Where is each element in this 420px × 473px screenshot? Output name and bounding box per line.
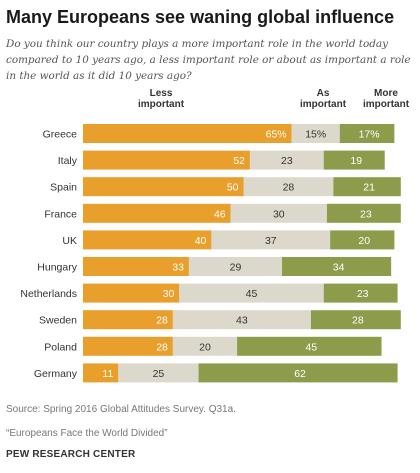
bar-segment <box>83 150 250 170</box>
data-label: 30 <box>163 288 175 300</box>
bar-segment <box>230 203 327 223</box>
bar-segment <box>179 283 324 303</box>
chart-title: Many Europeans see waning global influen… <box>6 7 395 27</box>
bar-segment <box>83 310 173 330</box>
bar-segment <box>249 150 324 170</box>
bar-segment <box>83 283 180 303</box>
data-label: 37 <box>265 235 277 247</box>
bar-segment <box>282 257 392 276</box>
bar-segment <box>243 177 334 197</box>
bar-segment <box>333 177 401 197</box>
bar-segment <box>323 150 385 170</box>
data-label: 62 <box>294 368 306 380</box>
category-label: Greece <box>43 129 78 141</box>
bar-segment <box>211 230 331 250</box>
bar-segment <box>310 310 401 330</box>
bar-segment <box>83 257 189 276</box>
bar-segment <box>83 336 173 356</box>
bar-segment <box>83 124 292 143</box>
chart-subtitle: Do you think our country plays a more im… <box>6 38 411 82</box>
data-label: 19 <box>350 155 362 167</box>
data-label: 65% <box>266 129 287 141</box>
bar-segment <box>188 257 283 276</box>
bar-segment <box>83 230 212 250</box>
data-label: 17% <box>359 129 380 141</box>
category-label: Italy <box>58 155 78 167</box>
category-label: Germany <box>34 368 78 380</box>
data-label: 21 <box>363 182 375 194</box>
legend-label-2: More important <box>363 88 410 110</box>
bar-segment <box>172 336 238 356</box>
data-label: 34 <box>333 262 345 274</box>
data-label: 33 <box>172 262 184 274</box>
bar-segment <box>323 283 398 303</box>
organization-credit: PEW RESEARCH CENTER <box>6 449 136 460</box>
data-label: 23 <box>357 288 369 300</box>
bar-segment <box>237 336 382 356</box>
data-label: 46 <box>214 208 226 220</box>
stacked-bar-chart: Less important As important More important Gre… <box>20 88 410 383</box>
data-label: 25 <box>153 368 165 380</box>
category-label: France <box>44 208 77 220</box>
data-label: 28 <box>352 315 364 327</box>
data-label: 23 <box>360 208 372 220</box>
category-label: Spain <box>50 182 77 194</box>
data-label: 52 <box>233 155 245 167</box>
bar-segment <box>83 203 231 223</box>
data-label: 28 <box>283 182 295 194</box>
data-label: 11 <box>102 368 113 380</box>
data-label: 28 <box>156 315 168 327</box>
data-label: 45 <box>305 341 317 353</box>
data-label: 45 <box>246 288 258 300</box>
bar-segment <box>326 203 401 223</box>
data-label: 20 <box>358 235 370 247</box>
category-label: Poland <box>44 341 77 353</box>
category-label: Sweden <box>39 315 77 327</box>
data-label: 40 <box>195 235 207 247</box>
data-label: 28 <box>156 341 168 353</box>
legend-label-1: As important <box>300 88 347 110</box>
bar-segment <box>198 363 398 383</box>
category-label: UK <box>62 235 77 247</box>
category-label: Hungary <box>37 262 77 274</box>
bar-segment <box>330 230 395 250</box>
category-label: Netherlands <box>20 288 77 300</box>
source-note: Source: Spring 2016 Global Attitudes Sur… <box>6 404 236 415</box>
data-label: 23 <box>281 155 293 167</box>
data-label: 30 <box>273 208 285 220</box>
bar-segment <box>172 310 311 330</box>
report-title: “Europeans Face the World Divided” <box>6 428 168 439</box>
data-label: 43 <box>236 315 248 327</box>
data-label: 15% <box>305 129 326 141</box>
bar-segment <box>83 363 119 383</box>
data-label: 20 <box>199 341 211 353</box>
bar-segment <box>339 124 395 143</box>
data-label: 50 <box>227 182 239 194</box>
bar-segment <box>83 177 244 197</box>
bar-segment <box>118 363 199 383</box>
legend-label-0: Less important <box>138 88 185 110</box>
bar-segment <box>291 124 340 143</box>
data-label: 29 <box>230 262 242 274</box>
